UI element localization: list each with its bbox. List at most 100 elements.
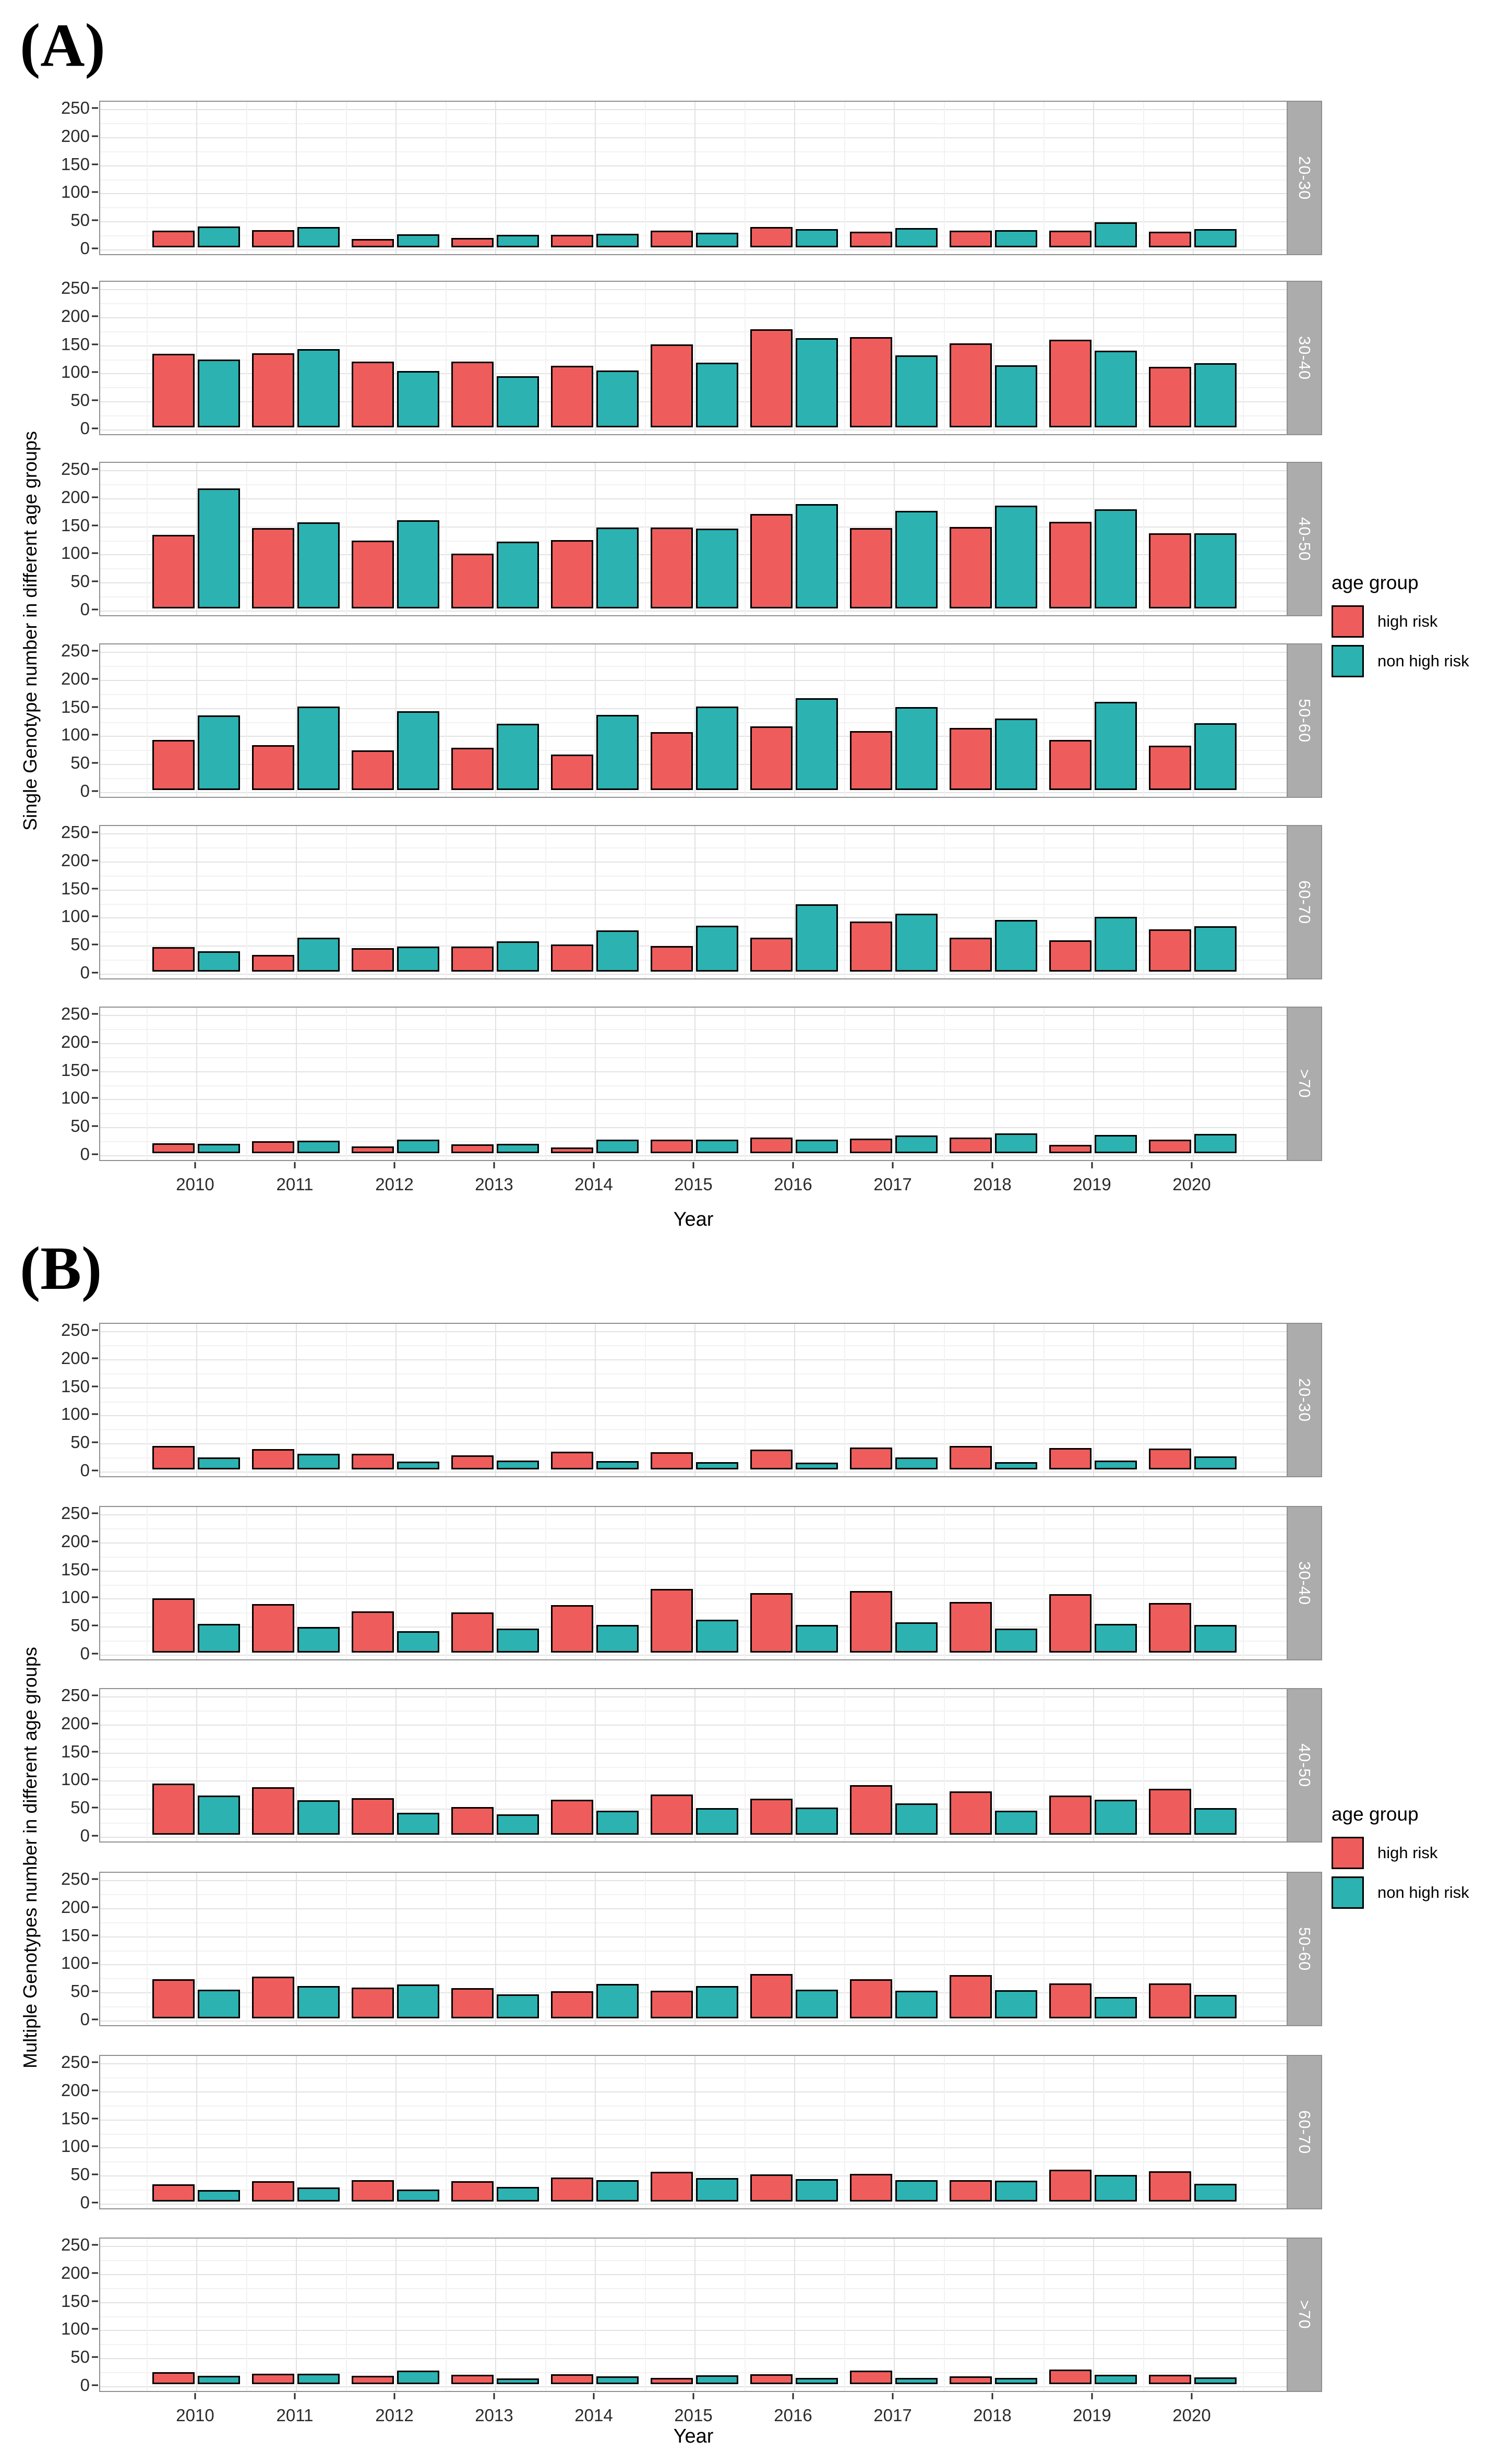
facet-strip: 20-30 — [1288, 101, 1322, 255]
major-gridline — [495, 1324, 496, 1476]
y-tick-label: 0 — [80, 781, 90, 800]
major-gridline — [100, 2020, 1287, 2022]
bar — [750, 726, 793, 790]
bar — [1049, 1795, 1092, 1835]
minor-gridline — [545, 1873, 546, 2025]
y-tick-label: 100 — [61, 1769, 90, 1789]
bar — [551, 365, 593, 427]
bar — [696, 2375, 738, 2384]
major-gridline — [196, 1507, 197, 1659]
bar — [352, 540, 394, 608]
minor-gridline — [345, 282, 347, 434]
panel-a-label: (A) — [20, 11, 105, 79]
y-tick-mark — [92, 1835, 98, 1837]
x-tick-label: 2012 — [375, 2406, 414, 2425]
major-gridline — [100, 1099, 1287, 1101]
y-tick-label: 0 — [80, 600, 90, 619]
y-tick-label: 150 — [61, 1741, 90, 1761]
major-gridline — [100, 1626, 1287, 1628]
bar — [796, 698, 838, 790]
bar — [651, 2171, 693, 2202]
major-gridline — [395, 644, 397, 797]
y-tick-label: 200 — [61, 1897, 90, 1917]
major-gridline — [100, 526, 1287, 528]
major-gridline — [100, 1570, 1287, 1572]
minor-gridline — [100, 665, 1287, 667]
bar — [551, 1451, 593, 1469]
y-tick-mark — [92, 706, 98, 708]
minor-gridline — [100, 484, 1287, 485]
minor-gridline — [100, 596, 1287, 598]
bar — [551, 1991, 593, 2018]
minor-gridline — [1043, 1873, 1045, 2025]
minor-gridline — [644, 1689, 646, 1841]
y-tick-mark — [92, 1807, 98, 1809]
minor-gridline — [1242, 1507, 1244, 1659]
major-gridline — [595, 282, 596, 434]
bar — [551, 235, 593, 247]
y-tick-mark — [92, 1385, 98, 1388]
bar — [551, 540, 593, 608]
y-tick-label: 0 — [80, 1144, 90, 1164]
bar — [198, 226, 240, 247]
bar — [198, 951, 240, 972]
bar — [551, 2177, 593, 2202]
minor-gridline — [246, 282, 247, 434]
bar — [497, 941, 539, 972]
facet-strip-label: 60-70 — [1296, 880, 1314, 925]
major-gridline — [595, 826, 596, 978]
y-tick-mark — [92, 2118, 98, 2120]
legend-item-high-risk: high risk — [1332, 605, 1498, 638]
bar — [497, 1143, 539, 1153]
minor-gridline — [744, 1008, 746, 1160]
major-gridline — [296, 644, 297, 797]
bar — [152, 1445, 195, 1469]
minor-gridline — [100, 903, 1287, 905]
y-tick-mark — [92, 371, 98, 373]
bar — [796, 229, 838, 247]
y-tick-mark — [92, 2202, 98, 2204]
x-tick-mark — [194, 1162, 196, 1168]
minor-gridline — [1242, 463, 1244, 615]
major-gridline — [100, 1724, 1287, 1726]
y-tick-label: 50 — [70, 2347, 90, 2367]
bar — [995, 365, 1037, 427]
major-gridline — [100, 736, 1287, 737]
bar — [596, 1461, 639, 1469]
major-gridline — [894, 826, 895, 978]
bar — [696, 233, 738, 247]
y-tick-mark — [92, 972, 98, 974]
bar — [850, 1979, 892, 2018]
minor-gridline — [345, 463, 347, 615]
y-tick-label: 100 — [61, 1953, 90, 1973]
minor-gridline — [100, 1457, 1287, 1459]
major-gridline — [894, 1008, 895, 1160]
legend-label: non high risk — [1377, 652, 1469, 670]
facet-strip: 60-70 — [1288, 825, 1322, 979]
major-gridline — [1093, 2239, 1094, 2391]
y-tick-label: 100 — [61, 2136, 90, 2156]
major-gridline — [993, 1507, 994, 1659]
bar — [1049, 740, 1092, 790]
bar — [1049, 230, 1092, 247]
bar — [451, 1144, 494, 1153]
facet-panel — [99, 1872, 1288, 2026]
x-tick-mark — [294, 1162, 296, 1168]
bar — [397, 2190, 439, 2202]
minor-gridline — [1043, 826, 1045, 978]
bar — [352, 2375, 394, 2384]
major-gridline — [100, 109, 1287, 110]
y-tick-mark — [92, 1906, 98, 1908]
major-gridline — [100, 1155, 1287, 1156]
bar — [451, 1988, 494, 2018]
facet-panel — [99, 1688, 1288, 1843]
minor-gridline — [445, 826, 447, 978]
bar — [1149, 366, 1191, 427]
bar — [152, 947, 195, 972]
bar — [750, 2174, 793, 2202]
y-tick-label: 200 — [61, 1531, 90, 1551]
bar — [796, 1990, 838, 2018]
minor-gridline — [146, 644, 148, 797]
major-gridline — [694, 282, 695, 434]
y-tick-label: 200 — [61, 1713, 90, 1733]
